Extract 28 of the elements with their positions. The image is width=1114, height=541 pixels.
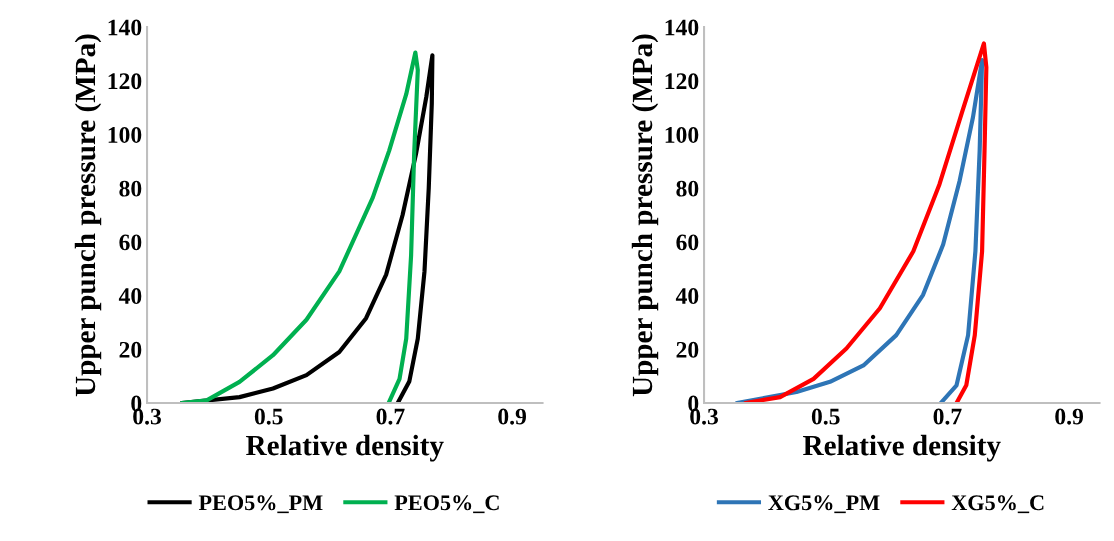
y-tick-label: 60: [676, 234, 699, 251]
y-axis-title: Upper punch pressure (MPa): [74, 34, 102, 397]
y-tick-label: 60: [119, 234, 142, 251]
x-tick-label: 0.5: [254, 408, 283, 425]
y-tick-label: 20: [119, 341, 142, 358]
x-axis-title: Relative density: [246, 434, 444, 462]
y-tick-label: 20: [676, 341, 699, 358]
y-tick-label: 40: [675, 288, 699, 305]
legend-label: XG5%_C: [951, 495, 1044, 514]
y-tick-label: 100: [108, 126, 142, 143]
y-tick-label: 80: [676, 180, 699, 197]
x-axis-title: Relative density: [803, 434, 1001, 462]
y-tick-label: 120: [665, 73, 699, 90]
y-tick-label: 140: [108, 19, 142, 36]
legend-label: PEO5%_PM: [198, 495, 323, 514]
y-tick-label: 100: [665, 126, 699, 143]
y-axis-title: Upper punch pressure (MPa): [631, 34, 659, 397]
y-tick-label: 80: [119, 180, 142, 197]
y-tick-label: 40: [118, 288, 142, 305]
legend-label: PEO5%_C: [394, 495, 499, 514]
legend-label: XG5%_PM: [768, 495, 880, 514]
y-tick-label: 120: [108, 73, 142, 90]
x-tick-label: 0.7: [376, 408, 405, 425]
y-tick-label: 140: [665, 19, 699, 36]
x-tick-label: 0.9: [1055, 408, 1083, 425]
x-tick-label: 0.9: [498, 408, 526, 425]
x-tick-label: 0.5: [811, 408, 840, 425]
x-tick-label: 0.7: [933, 408, 962, 425]
